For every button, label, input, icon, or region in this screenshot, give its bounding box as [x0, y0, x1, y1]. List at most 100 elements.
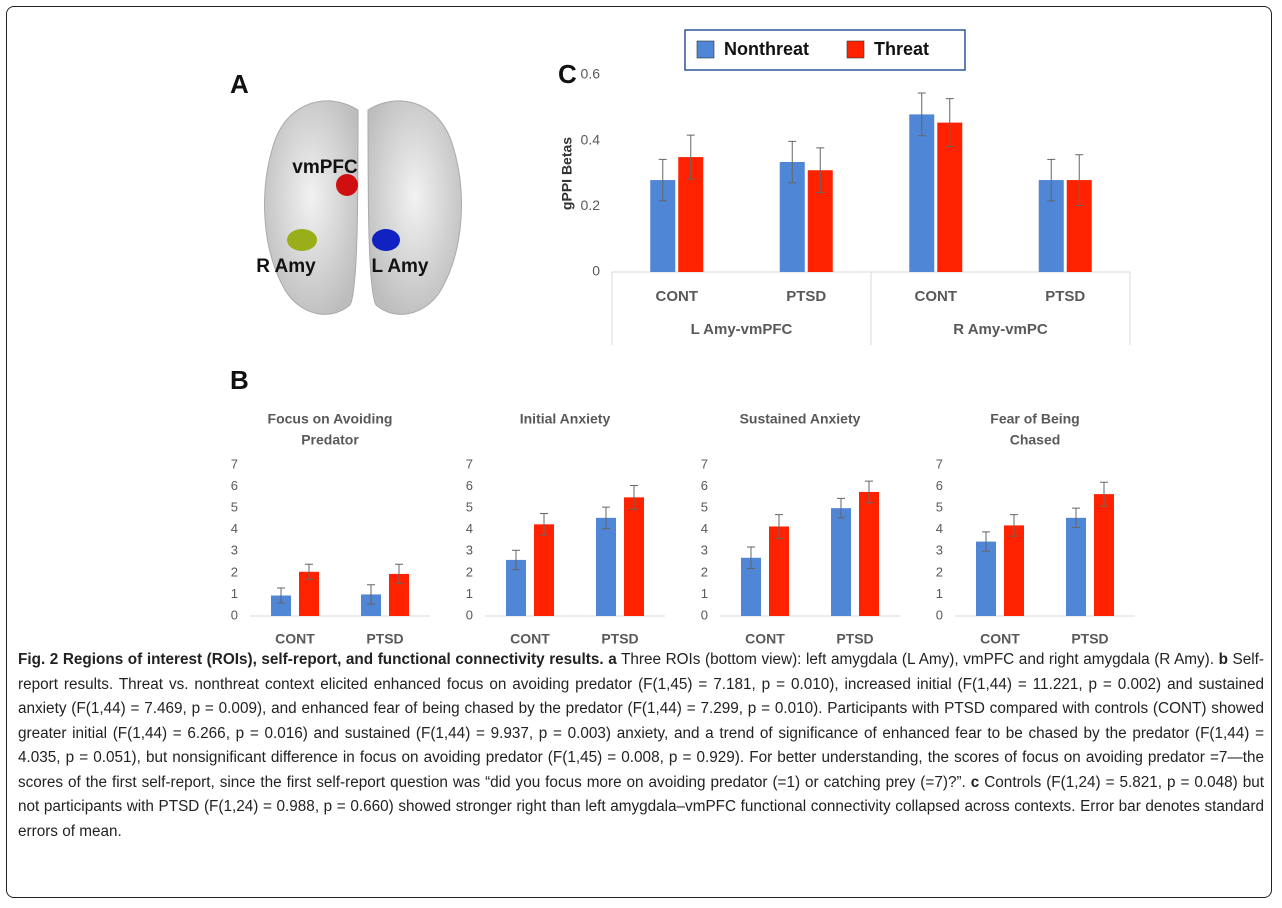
bar	[769, 526, 789, 616]
bar	[909, 114, 935, 273]
bar	[299, 571, 319, 616]
x-tick-label: PTSD	[836, 631, 873, 647]
error-bar	[865, 480, 873, 504]
bar	[361, 594, 381, 616]
y-tick-label: 7	[701, 456, 708, 471]
error-bar	[982, 531, 990, 552]
y-tick-label: 5	[231, 500, 238, 515]
caption-text: c	[970, 773, 980, 791]
panel-label: A	[230, 69, 249, 99]
legend-swatch	[696, 40, 715, 59]
y-tick-label: 1	[936, 586, 943, 601]
y-tick-label: 3	[231, 543, 238, 558]
y-tick-label: 6	[466, 478, 473, 493]
x-tick-label: CONT	[980, 631, 1020, 647]
y-tick-label: 0.4	[581, 131, 601, 147]
y-tick-label: 5	[466, 500, 473, 515]
bar	[937, 122, 963, 272]
y-tick-label: 0.6	[581, 66, 601, 82]
error-bar	[395, 563, 403, 585]
y-tick-label: 4	[936, 521, 943, 536]
y-tick-label: 7	[936, 456, 943, 471]
caption-text: b	[1218, 651, 1228, 668]
x-tick-label: CONT	[915, 288, 958, 305]
x-tick-label: CONT	[510, 631, 550, 647]
y-tick-label: 1	[466, 586, 473, 601]
error-bar	[775, 514, 783, 539]
y-tick-label: 0	[592, 263, 600, 279]
y-tick-label: 1	[701, 586, 708, 601]
brain-image	[264, 100, 462, 315]
legend-label: Nonthreat	[724, 39, 809, 59]
error-bar	[816, 147, 825, 194]
bar	[741, 557, 761, 616]
panel-label: C	[558, 59, 577, 89]
bar	[506, 559, 526, 616]
chart-title: Sustained Anxiety	[740, 411, 861, 427]
y-tick-label: 3	[701, 543, 708, 558]
panel-label: B	[230, 365, 249, 395]
group-label: R Amy-vmPC	[953, 321, 1048, 338]
error-bar	[602, 506, 610, 530]
bar	[534, 524, 554, 616]
caption-text: Fig. 2 Regions of interest (ROIs), self-…	[18, 651, 604, 668]
y-tick-label: 7	[466, 456, 473, 471]
bar	[831, 508, 851, 616]
error-bar	[747, 546, 755, 570]
roi-label: R Amy	[256, 256, 316, 277]
y-tick-label: 5	[701, 500, 708, 515]
legend-swatch	[846, 40, 865, 59]
x-tick-label: PTSD	[601, 631, 638, 647]
y-tick-label: 0	[231, 607, 238, 622]
y-tick-label: 2	[466, 564, 473, 579]
y-tick-label: 4	[701, 521, 708, 536]
x-tick-label: CONT	[656, 288, 699, 305]
y-tick-label: 2	[936, 564, 943, 579]
error-bar	[630, 484, 638, 510]
error-bar	[305, 563, 313, 580]
bar	[859, 491, 879, 616]
error-bar	[1075, 154, 1084, 206]
figure-frame	[6, 6, 1272, 898]
bar	[389, 573, 409, 616]
error-bar	[788, 140, 797, 184]
error-bar	[1047, 158, 1056, 202]
y-tick-label: 6	[936, 478, 943, 493]
bar	[1094, 494, 1114, 616]
y-tick-label: 0.2	[581, 197, 601, 213]
bar	[271, 595, 291, 616]
error-bar	[945, 98, 954, 148]
caption-text: Controls (F(1,24) = 5.821, p = 0.048) bu…	[18, 773, 1264, 840]
y-tick-label: 2	[231, 564, 238, 579]
y-tick-label: 2	[701, 564, 708, 579]
y-tick-label: 0	[936, 607, 943, 622]
figure: A C B vmPFC R Amy L Amy 0 0.2 0.4 0.6 CONT PT…	[230, 29, 1135, 647]
bar	[976, 541, 996, 616]
error-bar	[837, 497, 845, 519]
caption-text: Self-report results. Threat vs. nonthrea…	[18, 651, 1265, 791]
chart-title: Chased	[1010, 432, 1061, 448]
legend-box	[684, 29, 966, 71]
x-tick-label: CONT	[745, 631, 785, 647]
y-tick-label: 1	[231, 586, 238, 601]
y-axis-label: gPPI Betas	[559, 137, 575, 210]
x-tick-label: CONT	[275, 631, 315, 647]
bar	[596, 517, 616, 616]
bar	[624, 497, 644, 616]
error-bar	[277, 587, 285, 604]
y-tick-label: 3	[466, 543, 473, 558]
y-tick-label: 4	[231, 521, 238, 536]
legend-label: Threat	[874, 39, 929, 59]
bar	[1066, 517, 1086, 616]
error-bar	[540, 513, 548, 536]
chart-title: Fear of Being	[990, 411, 1079, 427]
y-tick-label: 6	[701, 478, 708, 493]
x-tick-label: PTSD	[1045, 288, 1085, 305]
error-bar	[1010, 514, 1018, 537]
roi-label: L Amy	[371, 256, 428, 277]
y-tick-label: 6	[231, 478, 238, 493]
chart-title: Focus on Avoiding	[268, 411, 393, 427]
group-label: L Amy-vmPFC	[691, 321, 793, 338]
chart-title: Initial Anxiety	[520, 411, 611, 427]
caption: Fig. 2 Regions of interest (ROIs), self-…	[18, 648, 1264, 844]
